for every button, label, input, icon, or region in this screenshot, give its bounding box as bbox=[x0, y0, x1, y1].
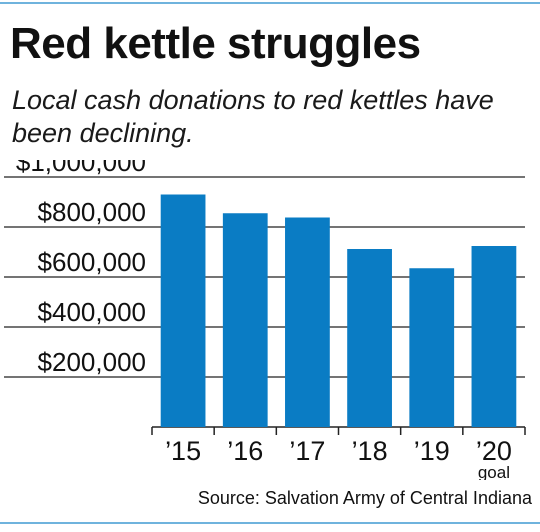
bottom-rule bbox=[0, 522, 540, 524]
chart-title: Red kettle struggles bbox=[10, 19, 421, 68]
x-tick-label: ’15 bbox=[165, 436, 201, 466]
x-tick-note: goal bbox=[478, 463, 510, 480]
bar bbox=[160, 194, 206, 427]
x-tick-label: ’18 bbox=[352, 436, 388, 466]
bar bbox=[409, 268, 455, 427]
top-rule bbox=[0, 2, 540, 4]
y-tick-label: $600,000 bbox=[38, 247, 146, 277]
bar bbox=[471, 246, 517, 427]
x-tick-label: ’19 bbox=[414, 436, 450, 466]
y-tick-label: $200,000 bbox=[38, 347, 146, 377]
source-note: Source: Salvation Army of Central Indian… bbox=[197, 488, 532, 508]
chart-subtitle: Local cash donations to red kettles have… bbox=[12, 85, 494, 148]
bar bbox=[347, 249, 392, 427]
x-tick-label: ’17 bbox=[289, 436, 325, 466]
bar bbox=[222, 213, 268, 427]
y-tick-label: $1,000,000 bbox=[16, 160, 146, 177]
bar-chart: $200,000 $400,000 $600,000 $800,000 $1,000,0… bbox=[4, 160, 526, 480]
y-tick-label: $400,000 bbox=[38, 297, 146, 327]
x-tick-label: ’16 bbox=[227, 436, 263, 466]
x-tick-label: ’20 bbox=[476, 436, 512, 466]
bar bbox=[285, 217, 330, 427]
y-tick-label: $800,000 bbox=[38, 197, 146, 227]
